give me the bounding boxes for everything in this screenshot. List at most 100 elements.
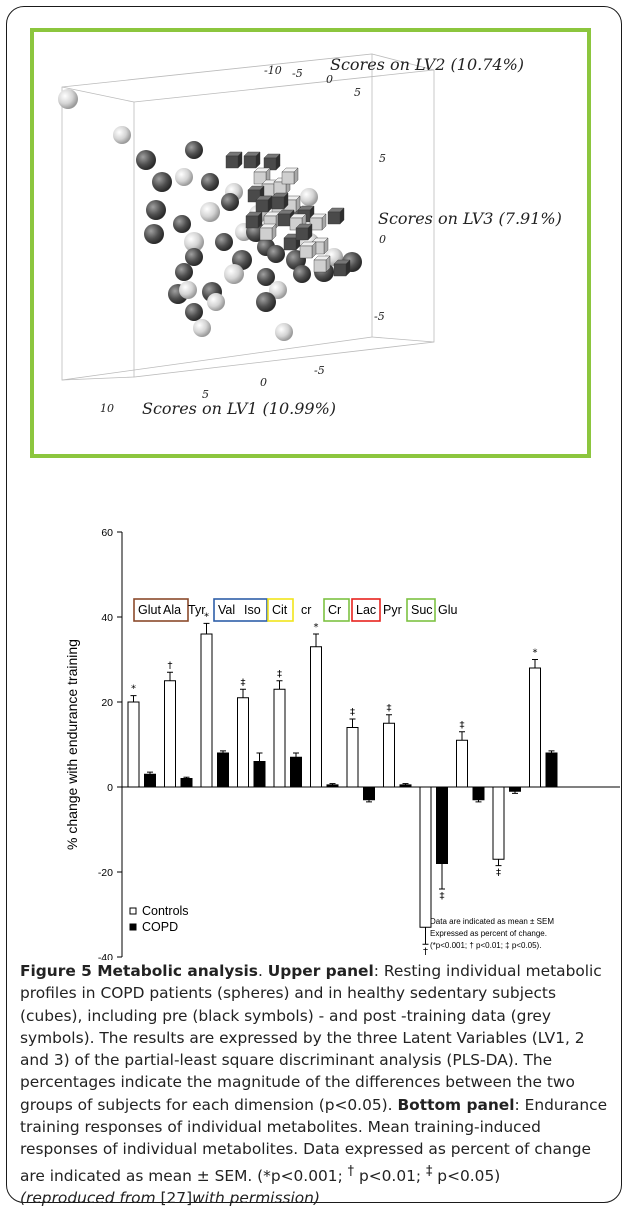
- copd-bar: [545, 752, 558, 788]
- sphere-marker: [275, 323, 293, 341]
- copd-bar: [253, 761, 266, 788]
- cube-marker: [271, 192, 289, 210]
- lv2-tick: -5: [292, 67, 303, 80]
- copd-bar: [217, 752, 229, 788]
- copd-bar: [363, 786, 375, 801]
- controls-bar: [273, 688, 286, 788]
- cube-marker: [313, 255, 331, 273]
- legend-label: COPD: [142, 920, 178, 934]
- sphere-marker: [144, 224, 164, 244]
- copd-bar: [399, 784, 412, 788]
- significance-marker: †: [423, 946, 428, 957]
- caption-reproduced-suffix: with permission): [192, 1189, 320, 1208]
- copd-bar: [326, 784, 339, 788]
- controls-bar: [456, 739, 468, 788]
- cube-marker: [327, 207, 345, 225]
- cube-marker: [309, 213, 327, 231]
- sphere-marker: [256, 292, 276, 312]
- caption-reproduced-prefix: (reproduced from: [20, 1189, 161, 1208]
- sphere-marker: [184, 232, 204, 252]
- sphere-marker: [293, 265, 311, 283]
- category-label: Ala: [163, 603, 181, 617]
- controls-bar: [529, 667, 541, 788]
- caption-upper-label: Upper panel: [267, 962, 374, 980]
- legend-swatch: [129, 907, 137, 915]
- caption-reference-link[interactable]: [27]: [160, 1189, 193, 1208]
- significance-marker: ‡: [350, 707, 355, 718]
- cube-marker: [281, 167, 299, 185]
- lv2-tick: -10: [264, 64, 282, 77]
- sphere-marker: [185, 303, 203, 321]
- controls-bar: [383, 722, 395, 788]
- sphere-marker: [257, 268, 275, 286]
- copd-bar: [144, 773, 156, 788]
- category-label: Glu: [438, 603, 458, 617]
- category-label: Suc: [411, 603, 433, 617]
- lv1-tick: 10: [100, 402, 114, 415]
- sphere-marker: [215, 233, 233, 251]
- lv2-axis-label: Scores on LV2 (10.74%): [330, 55, 524, 74]
- controls-bar: [346, 727, 359, 788]
- score-markers: [58, 89, 362, 341]
- category-group-box: [351, 598, 381, 622]
- sphere-marker: [58, 89, 78, 109]
- legend-label: Controls: [142, 904, 189, 918]
- category-group-box: [323, 598, 350, 622]
- significance-marker: ‡: [277, 669, 282, 680]
- caption-upper-text: : Resting individual metabolic profiles …: [20, 962, 602, 1114]
- sphere-marker: [185, 141, 203, 159]
- sphere-marker: [269, 281, 287, 299]
- y-tick-label: -40: [98, 952, 113, 960]
- sphere-marker: [175, 263, 193, 281]
- caption-title: Figure 5 Metabolic analysis: [20, 962, 258, 980]
- caption-bottom-label: Bottom panel: [397, 1095, 515, 1114]
- sphere-marker: [201, 173, 219, 191]
- y-tick-label: 60: [101, 527, 113, 539]
- chart-note: Data are indicated as mean ± SEM: [430, 917, 554, 926]
- sphere-marker: [136, 150, 156, 170]
- category-label: Cit: [272, 603, 288, 617]
- significance-marker: ‡: [460, 720, 465, 731]
- sphere-marker: [221, 193, 239, 211]
- figure-caption: Figure 5 Metabolic analysis. Upper panel…: [20, 962, 608, 1208]
- sphere-marker: [175, 168, 193, 186]
- copd-bar: [509, 786, 521, 792]
- significance-marker: *: [131, 684, 136, 695]
- significance-marker: ‡: [496, 868, 501, 879]
- lower-panel-bar-chart: -40 -20 0 20 40 60 % change with endurance tra…: [60, 520, 622, 960]
- chart-note: (*p<0.001; † p<0.01; ‡ p<0.05).: [430, 941, 541, 950]
- lv2-tick: 5: [354, 86, 361, 99]
- copd-bar: [472, 786, 485, 801]
- sphere-marker: [267, 245, 285, 263]
- category-label: Iso: [244, 603, 261, 617]
- cube-marker: [263, 153, 281, 171]
- y-tick-label: -20: [98, 867, 113, 879]
- category-group-box: [267, 598, 294, 622]
- sphere-marker: [179, 281, 197, 299]
- significance-marker: *: [314, 622, 319, 633]
- cube-marker: [299, 241, 317, 259]
- significance-marker: †: [168, 660, 173, 671]
- figure-frame: [6, 6, 622, 1203]
- controls-bar: [419, 786, 432, 928]
- plot-box-edges: [61, 53, 435, 381]
- controls-bar: [164, 680, 176, 788]
- y-tick-label: 40: [101, 612, 113, 624]
- category-label: cr: [301, 603, 311, 617]
- lv1-tick: 5: [202, 388, 209, 401]
- category-label: Tyr: [188, 603, 205, 617]
- copd-bar: [436, 786, 448, 864]
- cube-marker: [253, 167, 271, 185]
- category-label: Lac: [356, 603, 376, 617]
- caption-end: p<0.05): [432, 1166, 501, 1185]
- sphere-marker: [152, 172, 172, 192]
- lv2-tick: 0: [326, 73, 333, 86]
- copd-bar: [290, 756, 302, 788]
- sphere-marker: [173, 215, 191, 233]
- cube-marker: [243, 151, 261, 169]
- significance-marker: *: [204, 611, 209, 622]
- significance-marker: ‡: [440, 891, 445, 902]
- lv1-tick: 0: [260, 376, 267, 389]
- sphere-marker: [224, 264, 244, 284]
- legend-swatch: [129, 923, 137, 931]
